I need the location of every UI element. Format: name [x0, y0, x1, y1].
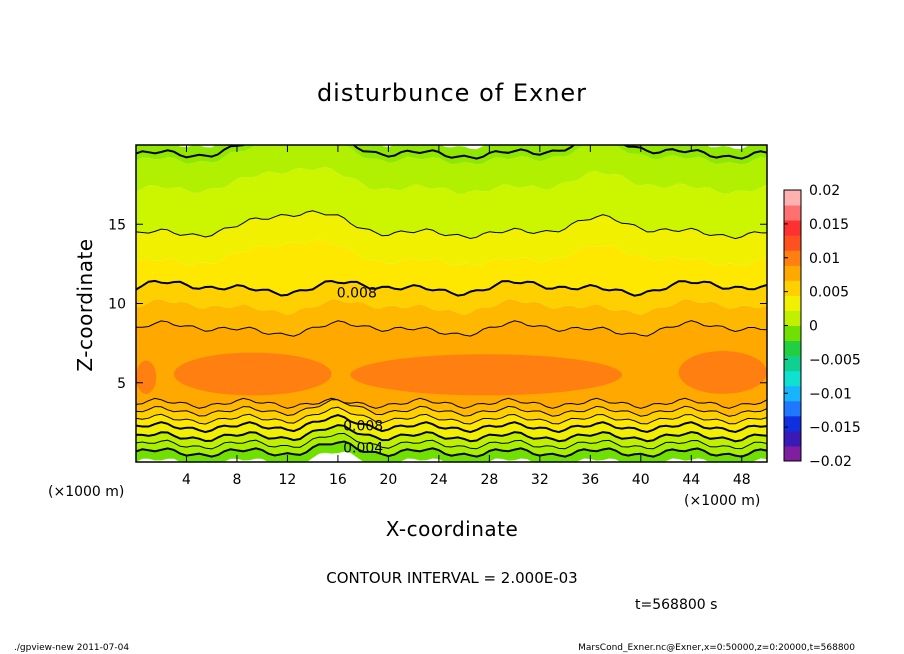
- contour-lines: [136, 145, 767, 458]
- shaded-layer: [136, 210, 767, 266]
- y-axis-ticks: 5 10 15: [108, 217, 767, 392]
- colorbar-segment: [784, 250, 801, 266]
- contour-line: [136, 406, 767, 425]
- x-tick-label: 44: [682, 472, 700, 488]
- x-axis-ticks: 4 8 12 16 20 24 28 32 36 40 44 48: [182, 145, 751, 488]
- contour-label: 0.004: [343, 441, 383, 457]
- colorbar-tick-label: 0.005: [809, 285, 849, 301]
- colorbar-tick-label: 0.01: [809, 251, 840, 267]
- y-axis-title: Z-coordinate: [73, 238, 97, 371]
- y-tick-label: 5: [117, 376, 126, 392]
- colorbar-segment: [784, 325, 801, 342]
- x-unit-label-right: (×1000 m): [684, 493, 760, 509]
- contour-line: [136, 279, 767, 297]
- shaded-layer: [136, 145, 767, 165]
- colorbar-tick-label: −0.01: [809, 386, 852, 402]
- colorbar-segment: [784, 355, 801, 372]
- colorbar-tick-label: 0.015: [809, 217, 849, 233]
- time-label: t=568800 s: [635, 597, 717, 613]
- contour-line: [136, 414, 767, 434]
- contour-labels: 0.008 0.008 0.004: [337, 285, 383, 457]
- colorbar-tick-label: −0.015: [809, 420, 861, 436]
- contour-line: [136, 399, 767, 417]
- shaded-layer: [136, 425, 767, 449]
- shaded-layer: [136, 407, 767, 433]
- x-tick-label: 20: [379, 472, 397, 488]
- colorbar-tick-label: 0: [809, 319, 818, 335]
- shaded-layer: [136, 280, 767, 315]
- shaded-layer: [136, 433, 767, 457]
- colorbar-segment: [784, 415, 801, 432]
- colorbar-ticks: 0.02 0.015 0.01 0.005 0 −0.005 −0.01 −0.015 −0.0…: [784, 183, 861, 470]
- footer-left: ./gpview-new 2011-07-04: [14, 643, 129, 653]
- y-tick-label: 15: [108, 217, 126, 233]
- shaded-layer: [136, 441, 767, 462]
- shaded-layer: [136, 399, 767, 425]
- maxima-patch: [173, 352, 332, 396]
- colorbar-tick-label: −0.02: [809, 454, 852, 470]
- contour-line: [136, 424, 767, 443]
- colorbar-segment: [784, 310, 801, 326]
- x-tick-label: 8: [232, 472, 241, 488]
- contour-label: 0.008: [337, 285, 377, 301]
- plot-area: [136, 145, 767, 462]
- x-tick-label: 40: [632, 472, 650, 488]
- colorbar-segment: [784, 280, 801, 296]
- x-tick-label: 36: [581, 472, 599, 488]
- colorbar-tick-label: −0.005: [809, 352, 861, 368]
- x-tick-label: 4: [182, 472, 191, 488]
- y-tick-label: 10: [108, 297, 126, 313]
- x-tick-label: 12: [279, 472, 297, 488]
- x-unit-label-left: (×1000 m): [48, 484, 124, 500]
- shaded-layer: [136, 145, 767, 194]
- colorbar-segment: [784, 235, 801, 251]
- colorbar-segment: [784, 220, 801, 236]
- colorbar-tick-label: 0.02: [809, 183, 840, 199]
- contour-line: [136, 440, 767, 458]
- contour-line: [136, 210, 767, 240]
- x-tick-label: 48: [733, 472, 751, 488]
- shaded-layer: [136, 239, 767, 296]
- shaded-layer: [136, 398, 767, 417]
- contour-line: [136, 320, 767, 337]
- colorbar-segment: [784, 445, 801, 462]
- colorbar-segment: [784, 190, 801, 206]
- contour-line: [136, 432, 767, 450]
- colorbar-segment: [784, 400, 801, 417]
- contour-label: 0.008: [343, 419, 383, 435]
- colorbar-segment: [784, 385, 801, 402]
- maxima-patches: [136, 351, 767, 396]
- shaded-layer: [136, 299, 767, 337]
- maxima-patch: [678, 351, 767, 394]
- colorbar-segment: [784, 265, 801, 281]
- contour-interval-text: CONTOUR INTERVAL = 2.000E-03: [326, 569, 577, 587]
- maxima-patch: [350, 354, 622, 396]
- colorbar-segment: [784, 295, 801, 311]
- colorbar-segment: [784, 340, 801, 357]
- chart-title: disturbunce of Exner: [317, 79, 587, 107]
- colorbar-segment: [784, 370, 801, 387]
- colorbar: [784, 190, 801, 462]
- colorbar-segment: [784, 430, 801, 447]
- x-tick-label: 16: [329, 472, 347, 488]
- maxima-patch: [136, 360, 157, 394]
- x-tick-label: 32: [531, 472, 549, 488]
- colorbar-segment: [784, 205, 801, 221]
- x-tick-label: 24: [430, 472, 448, 488]
- footer-right: MarsCond_Exner.nc@Exner,x=0:50000,z=0:20…: [578, 643, 855, 653]
- contour-line: [136, 397, 767, 409]
- x-axis-title: X-coordinate: [386, 517, 519, 541]
- shaded-layer: [136, 166, 767, 239]
- x-tick-label: 28: [480, 472, 498, 488]
